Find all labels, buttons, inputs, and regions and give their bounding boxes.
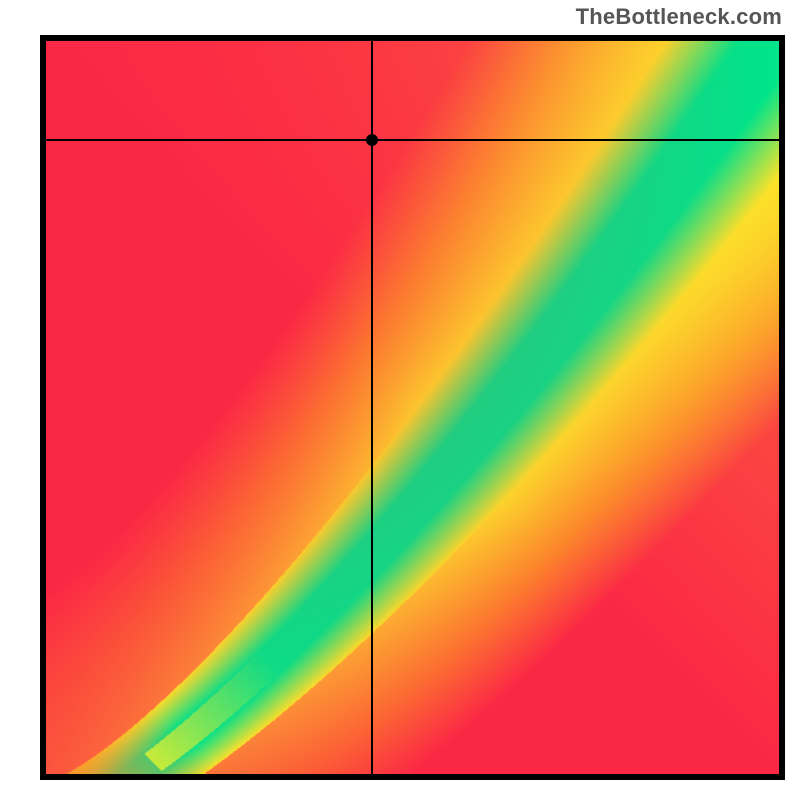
attribution-text: TheBottleneck.com [576,4,782,30]
crosshair-horizontal [46,139,779,141]
crosshair-marker [366,134,378,146]
crosshair-vertical [371,41,373,774]
heatmap-canvas [46,41,779,774]
chart-frame [40,35,785,780]
chart-plot-area [46,41,779,774]
chart-container: TheBottleneck.com [0,0,800,800]
